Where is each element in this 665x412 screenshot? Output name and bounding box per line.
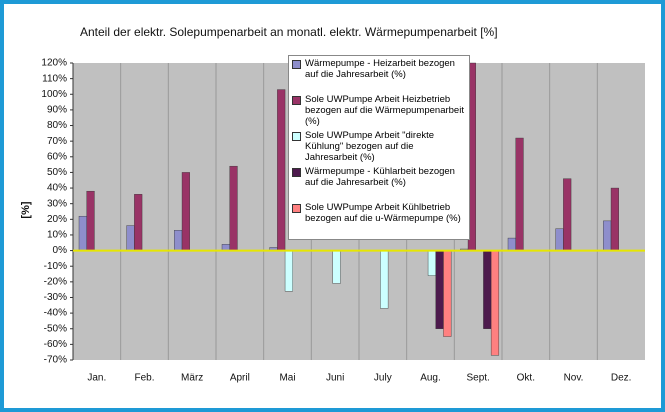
bar <box>507 237 516 251</box>
x-tick-label: April <box>230 373 250 384</box>
y-tick-label: 60% <box>47 151 67 162</box>
legend-swatch <box>292 132 301 141</box>
bar <box>427 250 436 276</box>
bar <box>610 187 619 251</box>
x-tick-label: März <box>181 373 203 384</box>
y-tick-label: 50% <box>47 167 67 178</box>
legend-swatch <box>292 96 301 105</box>
y-tick-label: 20% <box>47 214 67 225</box>
y-tick-label: 100% <box>41 89 67 100</box>
y-tick-label: 110% <box>42 73 67 84</box>
y-tick-label: 10% <box>47 230 67 241</box>
bar <box>174 230 183 251</box>
x-tick-label: Okt. <box>517 373 535 384</box>
bar <box>134 194 143 251</box>
bar <box>181 172 190 251</box>
x-tick-label: July <box>374 373 392 384</box>
legend-item: Wärmepumpe - Heizarbeit bezogen auf die … <box>292 58 466 94</box>
bar <box>126 225 135 251</box>
bar <box>483 250 492 329</box>
legend-label: Sole UWPumpe Arbeit "direkte Kühlung" be… <box>305 130 435 163</box>
y-tick-label: -70% <box>44 355 67 366</box>
y-tick-label: 40% <box>47 183 67 194</box>
x-tick-label: Nov. <box>564 373 584 384</box>
x-tick-label: Dez. <box>611 373 632 384</box>
bar <box>229 165 238 251</box>
bar <box>515 137 524 251</box>
legend-swatch <box>292 204 301 213</box>
x-tick-label: Feb. <box>134 373 154 384</box>
bar <box>277 89 286 251</box>
legend: Wärmepumpe - Heizarbeit bezogen auf die … <box>288 55 470 240</box>
y-tick-label: -50% <box>44 323 67 334</box>
legend-label: Wärmepumpe - Heizarbeit bezogen auf die … <box>305 58 455 80</box>
bar <box>490 250 500 356</box>
y-tick-label: 80% <box>47 120 67 131</box>
y-tick-label: -30% <box>44 292 67 303</box>
y-tick-label: -40% <box>44 308 67 319</box>
y-tick-label: -60% <box>44 339 67 350</box>
legend-item: Sole UWPumpe Arbeit Heizbetrieb bezogen … <box>292 94 466 130</box>
bar <box>284 250 293 292</box>
legend-label: Sole UWPumpe Arbeit Heizbetrieb bezogen … <box>305 94 464 127</box>
legend-item: Sole UWPumpe Arbeit "direkte Kühlung" be… <box>292 130 466 166</box>
legend-label: Sole UWPumpe Arbeit Kühlbetrieb bezogen … <box>305 202 461 224</box>
y-tick-label: 120% <box>41 58 67 69</box>
legend-label: Wärmepumpe - Kühlarbeit bezogen auf die … <box>305 166 455 188</box>
chart-title: Anteil der elektr. Solepumpenarbeit an m… <box>80 25 498 39</box>
y-tick-label: 70% <box>47 136 67 147</box>
bar <box>443 250 452 337</box>
legend-item: Wärmepumpe - Kühlarbeit bezogen auf die … <box>292 166 466 202</box>
bar <box>332 250 341 284</box>
bar <box>603 220 612 251</box>
legend-item: Sole UWPumpe Arbeit Kühlbetrieb bezogen … <box>292 202 466 238</box>
y-tick-label: -10% <box>44 261 67 272</box>
y-axis-label: [%] <box>20 201 32 218</box>
y-tick-label: 90% <box>47 105 67 116</box>
bar <box>78 215 87 251</box>
x-tick-label: Mai <box>279 373 295 384</box>
y-tick-label: 0% <box>53 245 68 256</box>
bar <box>555 228 564 251</box>
bar <box>435 250 444 329</box>
x-tick-label: Aug. <box>420 373 441 384</box>
x-tick-label: Juni <box>326 373 344 384</box>
y-tick-label: -20% <box>44 276 67 287</box>
bar <box>380 250 389 309</box>
x-tick-label: Jan. <box>87 373 106 384</box>
legend-swatch <box>292 60 301 69</box>
legend-swatch <box>292 168 301 177</box>
y-tick-label: 30% <box>47 198 67 209</box>
bar <box>563 178 572 251</box>
bar <box>86 190 95 251</box>
x-tick-label: Sept. <box>466 373 489 384</box>
